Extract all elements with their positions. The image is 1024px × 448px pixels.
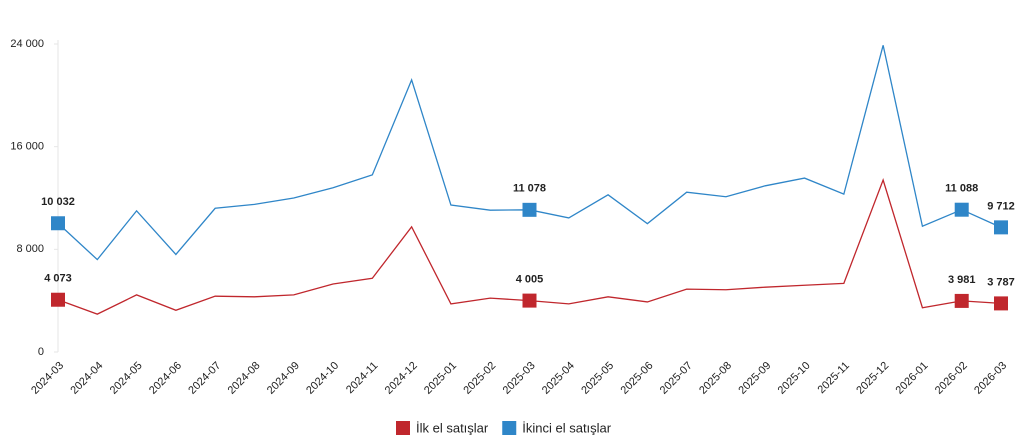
- point-marker: [954, 293, 969, 308]
- x-tick-label: 2024-06: [147, 360, 184, 397]
- legend-swatch: [502, 421, 517, 435]
- x-tick-label: 2025-10: [776, 360, 813, 397]
- x-tick-label: 2025-01: [422, 360, 459, 397]
- y-tick-label: 24 000: [10, 38, 44, 50]
- x-tick-label: 2024-09: [265, 360, 302, 397]
- point-marker: [994, 296, 1008, 311]
- series-line: [57, 45, 1002, 261]
- x-tick-label: 2025-05: [579, 360, 616, 397]
- x-tick-label: 2026-02: [933, 360, 970, 397]
- value-label: 11 078: [513, 183, 546, 195]
- x-tick-label: 2025-07: [658, 360, 695, 397]
- point-marker: [522, 293, 537, 308]
- x-tick-label: 2024-05: [108, 360, 145, 397]
- x-tick-label: 2026-03: [972, 360, 1009, 397]
- point-marker: [522, 202, 537, 217]
- x-tick-label: 2025-12: [854, 360, 891, 397]
- point-marker: [51, 292, 65, 307]
- x-tick-label: 2024-10: [304, 360, 341, 397]
- x-tick-label: 2025-09: [736, 360, 773, 397]
- x-tick-label: 2025-08: [697, 360, 734, 397]
- x-tick-label: 2024-12: [383, 360, 420, 397]
- value-label: 3 981: [948, 274, 976, 286]
- x-tick-label: 2025-03: [501, 360, 538, 397]
- point-marker: [994, 220, 1008, 235]
- x-tick-label: 2025-04: [540, 360, 577, 397]
- value-label: 9 712: [987, 200, 1015, 212]
- legend-label: İlk el satışlar: [416, 420, 489, 435]
- value-label: 10 032: [41, 196, 75, 208]
- x-tick-label: 2024-07: [186, 360, 223, 397]
- x-tick-label: 2024-08: [226, 360, 263, 397]
- x-tick-label: 2026-01: [894, 360, 931, 397]
- legend-label: İkinci el satışlar: [522, 420, 612, 435]
- y-tick-label: 0: [38, 346, 44, 358]
- x-tick-label: 2024-11: [344, 360, 380, 396]
- value-label: 4 073: [44, 273, 72, 285]
- x-tick-label: 2024-04: [68, 360, 105, 397]
- value-label: 3 787: [987, 276, 1015, 288]
- legend-swatch: [396, 421, 410, 435]
- x-tick-label: 2025-11: [816, 360, 852, 396]
- x-tick-label: 2024-03: [29, 360, 66, 397]
- value-label: 4 005: [516, 274, 544, 286]
- point-marker: [954, 202, 969, 217]
- point-marker: [51, 216, 65, 231]
- x-tick-label: 2025-02: [461, 360, 498, 397]
- y-tick-label: 8 000: [16, 243, 44, 255]
- x-tick-label: 2025-06: [619, 360, 656, 397]
- y-tick-label: 16 000: [10, 141, 44, 153]
- value-label: 11 088: [945, 183, 978, 195]
